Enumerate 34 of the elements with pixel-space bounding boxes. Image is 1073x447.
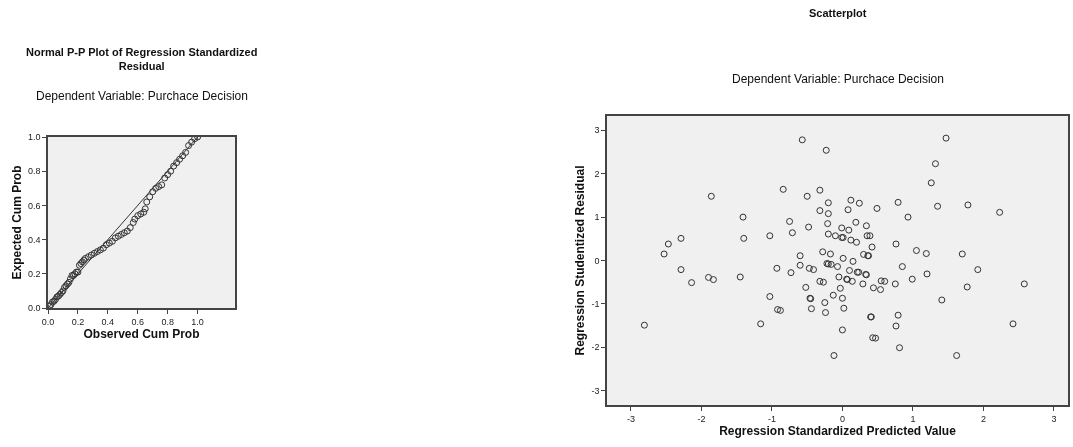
chart-title: Scatterplot	[809, 7, 867, 19]
y-tick-label: 3	[594, 125, 600, 136]
x-tick-label: 2	[980, 413, 986, 424]
y-axis-title: Expected Cum Prob	[9, 165, 24, 280]
y-tick-label: -1	[591, 299, 600, 310]
y-tick-label: 2	[594, 168, 600, 179]
x-tick-label: 0.8	[161, 316, 174, 327]
y-tick-label: 1	[594, 212, 600, 223]
y-tick-label: 0.8	[27, 166, 41, 177]
y-tick-label: 0	[594, 255, 600, 266]
y-tick-label: 1.0	[27, 132, 41, 143]
y-tick-label: 0.4	[27, 234, 41, 245]
y-tick-label: 0.0	[27, 303, 41, 314]
y-tick-label: -2	[591, 342, 600, 353]
x-tick-label: 3	[1051, 413, 1057, 424]
y-tick-label: 0.6	[27, 200, 41, 211]
x-tick-label: 0.4	[101, 316, 115, 327]
chart-title: Normal P-P Plot of Regression Standardized Residual	[26, 46, 258, 73]
y-tick-label: -3	[591, 385, 600, 396]
x-tick-label: -3	[626, 413, 635, 424]
x-tick-label: 0.6	[131, 316, 145, 327]
y-axis-title: Regression Studentized Residual	[573, 165, 588, 356]
chart-subtitle: Dependent Variable: Purchace Decision	[36, 89, 248, 103]
x-tick-label: -1	[767, 413, 776, 424]
x-axis-title: Regression Standardized Predicted Value	[719, 423, 957, 438]
x-tick-label: -2	[697, 413, 706, 424]
x-tick-label: 1.0	[191, 316, 204, 327]
x-tick-label: 0.2	[71, 316, 85, 327]
x-tick-label: 0.0	[41, 316, 55, 327]
x-axis-title: Observed Cum Prob	[83, 326, 200, 341]
y-tick-label: 0.2	[27, 268, 41, 279]
chart-subtitle: Dependent Variable: Purchace Decision	[732, 72, 944, 86]
x-tick-label: 1	[910, 413, 916, 424]
x-tick-label: 0	[839, 413, 845, 424]
